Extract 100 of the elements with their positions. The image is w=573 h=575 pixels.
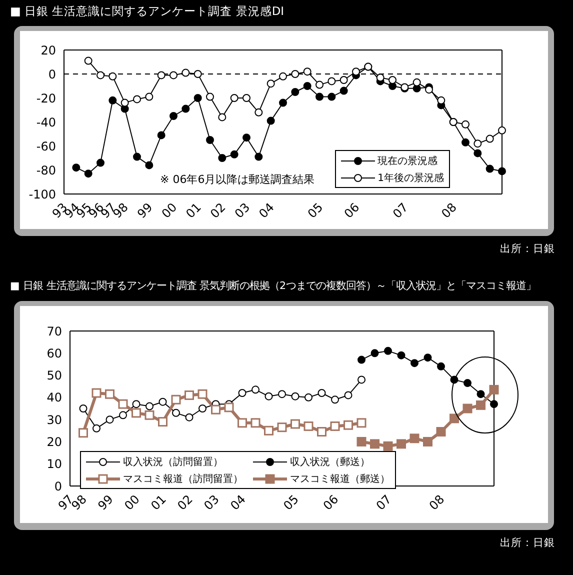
point <box>437 96 446 104</box>
point <box>230 150 238 158</box>
point <box>464 379 472 388</box>
x-tick-label: 03 <box>201 492 222 513</box>
y-tick-label: -40 <box>36 115 56 130</box>
point <box>194 70 202 78</box>
point <box>198 404 206 412</box>
x-tick-label: 07 <box>390 200 411 221</box>
point <box>92 424 100 432</box>
point <box>182 104 190 113</box>
point <box>462 138 470 146</box>
point <box>384 346 392 355</box>
x-tick-label: 02 <box>174 492 196 513</box>
annotation: ※ 06年6月以降は郵送調査結果 <box>160 172 315 187</box>
point <box>84 170 92 178</box>
x-tick-label: 08 <box>426 492 448 513</box>
x-tick-label: 08 <box>438 200 460 221</box>
point <box>304 393 312 402</box>
point <box>266 80 275 88</box>
x-tick-label: 99 <box>134 200 156 221</box>
point <box>230 94 238 102</box>
point <box>242 94 250 102</box>
point <box>290 419 300 429</box>
point <box>425 86 433 94</box>
point <box>96 71 104 80</box>
point <box>424 354 432 362</box>
point <box>78 428 88 438</box>
point <box>158 417 168 427</box>
point <box>474 149 482 158</box>
point <box>238 389 246 397</box>
point <box>328 92 336 101</box>
y-tick-label: 50 <box>46 368 62 383</box>
y-tick-label: 0 <box>48 67 56 82</box>
point <box>144 410 154 420</box>
legend-label: マスコミ報道（郵送） <box>290 472 390 486</box>
point <box>146 402 154 410</box>
x-tick-label: 02 <box>208 200 228 221</box>
point <box>291 70 300 78</box>
point <box>170 112 178 120</box>
x-tick-label: 06 <box>341 200 362 221</box>
point <box>498 167 506 176</box>
point <box>119 411 127 420</box>
x-tick-label: 99 <box>95 492 116 513</box>
point <box>108 96 117 104</box>
point <box>182 68 190 77</box>
y-tick-label: 20 <box>40 43 56 58</box>
point <box>396 439 406 449</box>
point <box>252 386 260 394</box>
point <box>437 362 445 370</box>
point <box>370 439 380 449</box>
chart-title: ■ 日銀 生活意識に関するアンケート調査 景況感DI <box>10 4 284 19</box>
x-tick-label: 00 <box>122 492 142 513</box>
point <box>133 95 141 104</box>
point <box>218 113 226 122</box>
point <box>185 413 194 422</box>
point <box>291 88 300 96</box>
point <box>254 152 263 161</box>
point <box>242 134 250 142</box>
point <box>132 408 141 418</box>
point <box>388 76 396 84</box>
x-tick-label: 07 <box>373 492 394 513</box>
x-tick-label: 04 <box>228 492 248 513</box>
x-tick-label: 00 <box>158 200 180 221</box>
point <box>410 359 418 368</box>
legend-label: マスコミ報道（訪問留置） <box>123 472 243 486</box>
point <box>198 389 208 399</box>
point <box>317 427 326 436</box>
point <box>206 92 214 101</box>
x-tick-label: 05 <box>280 492 302 513</box>
point <box>330 421 340 431</box>
point <box>304 421 314 431</box>
point <box>133 152 141 161</box>
legend-label: 収入状況（郵送） <box>290 456 370 468</box>
point <box>72 164 80 172</box>
point <box>476 390 485 398</box>
point <box>250 418 260 428</box>
point <box>474 140 482 148</box>
point <box>397 351 406 360</box>
point <box>266 116 275 125</box>
point <box>356 418 366 428</box>
point <box>462 120 470 128</box>
point <box>340 86 348 95</box>
point <box>145 92 154 101</box>
point <box>344 391 352 400</box>
y-tick-label: -80 <box>36 163 56 178</box>
text: 出所：日銀 <box>500 242 555 256</box>
point <box>158 398 167 406</box>
point <box>318 389 326 397</box>
point <box>490 400 498 408</box>
point <box>476 400 486 410</box>
point <box>358 356 366 364</box>
point <box>278 390 286 398</box>
y-tick-label: 70 <box>46 324 62 338</box>
point <box>184 390 194 400</box>
legend-label: 現在の景況感 <box>378 154 438 168</box>
point <box>486 134 494 143</box>
point <box>316 80 324 89</box>
point <box>303 82 312 90</box>
point <box>352 68 360 76</box>
chart-title: ■ 日銀 生活意識に関するアンケート調査 景気判断の根拠（2つまでの複数回答）～「収入状況」と「マスコミ報道」 <box>10 279 536 293</box>
